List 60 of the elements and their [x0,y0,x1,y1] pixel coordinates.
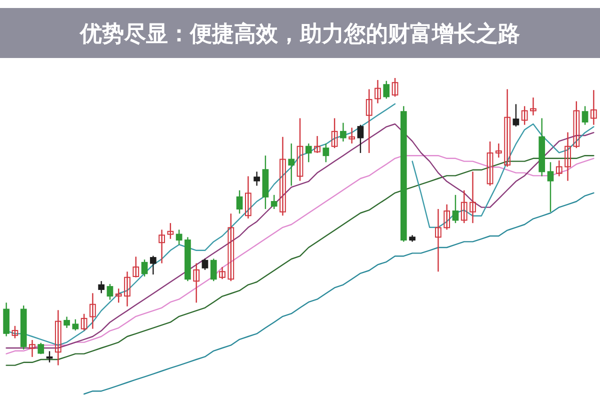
candlestick [158,229,165,264]
candlestick [270,194,278,210]
candlestick [115,288,122,304]
candlestick [106,283,114,300]
candlestick [124,271,130,307]
candlestick [12,325,18,339]
candlestick [98,280,105,294]
candlestick [38,342,44,355]
candlestick [366,88,372,154]
candlestick [64,316,70,329]
candlestick [167,222,174,240]
candlestick [296,118,304,182]
candlestick [348,127,356,144]
candlestick [210,258,217,282]
candlestick [219,266,226,280]
candlestick [254,171,260,186]
candlestick [435,208,442,272]
candlestick [141,258,148,278]
candlestick [564,132,571,182]
candlestick [392,77,398,98]
candlestick [202,258,208,270]
candlestick [452,194,459,224]
candlestick [504,88,510,168]
candlestick [521,106,528,126]
candlestick [322,142,330,163]
candlestick [288,142,295,186]
candlestick [357,124,364,154]
candlestick [280,136,286,216]
candlestick [331,118,338,149]
candlestick [150,255,156,276]
candlestick [556,160,562,177]
candlestick [314,135,320,154]
candlestick [72,318,79,332]
candlestick [460,190,468,224]
candlestick [547,162,554,212]
candlestick [340,122,346,142]
chart-title: 优势尽显：便捷高效，助力您的财富增长之路 [79,21,520,47]
candlestick [512,104,520,128]
candlestick [582,106,588,126]
candlestick [444,204,450,230]
candlestick [193,262,200,304]
candlestick [383,80,390,100]
candlestick [590,89,597,126]
candlestick [54,310,62,366]
candlestick [530,96,536,116]
candlestick [176,229,182,246]
candlestick [80,313,88,332]
candlestick [573,100,580,149]
candlestick [305,142,312,163]
candlestick [228,212,234,282]
candlestick [90,292,96,330]
candlestick [29,339,36,358]
candlestick [236,190,243,214]
candlestick [244,176,252,220]
candlestick [374,79,381,104]
candlestick [486,140,494,186]
candlestick [495,142,502,158]
candlestick [132,256,140,278]
candlestick [470,171,476,224]
candlestick [46,350,53,363]
